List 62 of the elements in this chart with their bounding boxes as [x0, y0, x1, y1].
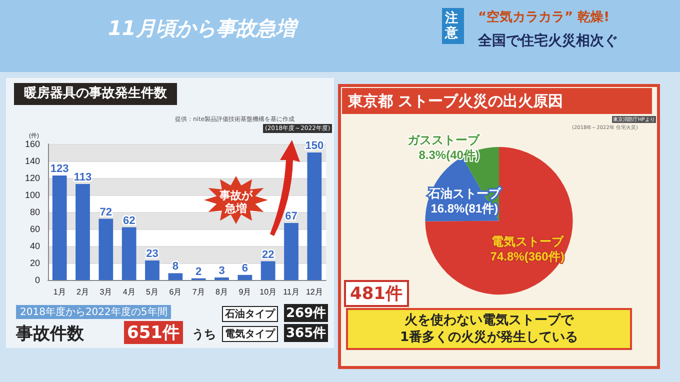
text: “空気カラカラ” 乾燥! [478, 8, 610, 26]
data-label: 22 [262, 248, 274, 261]
data-label: 23 [146, 248, 158, 260]
text: 365件 [284, 324, 328, 342]
bar [238, 274, 252, 280]
x-tick-label: 4月 [122, 288, 136, 296]
data-label: 8 [172, 260, 178, 273]
text: 事故件数 [16, 323, 84, 345]
bar [98, 218, 114, 280]
data-label: 150 [305, 140, 324, 152]
text: 2018年度から2022年度の5年間 [16, 305, 172, 319]
y-tick-label: 140 [24, 156, 40, 166]
x-tick-label: 9月 [238, 288, 252, 296]
data-label: 113 [74, 171, 92, 184]
text: 火を使わない電気ストーブで 1番多くの火災が発生している [346, 308, 632, 350]
data-label: 3 [218, 264, 225, 277]
x-tick-label: 6月 [169, 288, 182, 296]
data-label: 6 [242, 262, 248, 274]
x-tick-label: 8月 [216, 288, 228, 296]
bar [307, 152, 322, 280]
bar [145, 260, 160, 280]
chart-title: 暖房器具の事故発生件数 [14, 83, 177, 105]
bar [76, 184, 90, 280]
y-tick-label: 100 [24, 190, 40, 200]
text: 481件 [344, 280, 408, 307]
bar [284, 223, 298, 280]
bar [168, 273, 183, 280]
bar [214, 277, 229, 280]
y-tick-label: 60 [30, 224, 40, 234]
x-tick-label: 11月 [283, 288, 300, 296]
x-tick-label: 3月 [100, 288, 112, 296]
x-tick-label: 1月 [53, 288, 66, 296]
x-tick-label: 12月 [306, 288, 323, 296]
slice-label: 電気ストーブ [491, 234, 564, 248]
y-tick-label: 120 [24, 173, 40, 183]
y-tick-label: 160 [24, 139, 40, 149]
y-tick-label: 20 [30, 258, 40, 268]
bar [260, 261, 276, 280]
y-tick-label: 0 [34, 275, 40, 285]
text: 石油タイプ [222, 306, 278, 322]
bar [122, 227, 136, 280]
x-tick-label: 10月 [260, 288, 277, 296]
y-tick-label: 40 [30, 241, 40, 251]
text: 全国で住宅火災相次ぐ [478, 32, 618, 50]
text: 電気タイプ [222, 326, 278, 342]
chart-title: 東京都 ストーブ火災の出火原因 [342, 88, 652, 114]
x-tick-label: 2月 [76, 288, 89, 296]
data-label: 72 [100, 206, 112, 218]
text: 注意 [442, 8, 464, 44]
bar [52, 175, 67, 280]
text: 651件 [124, 321, 182, 344]
text: 269件 [284, 304, 328, 322]
data-label: 62 [122, 214, 136, 227]
data-label: 2 [196, 266, 202, 278]
x-tick-label: 5月 [146, 288, 158, 296]
y-tick-label: 80 [30, 207, 40, 217]
slice-label: ガスストーブ [407, 133, 480, 148]
data-label: 67 [285, 210, 298, 223]
annotation: 事故が急増 [218, 189, 254, 215]
data-label: 123 [50, 162, 69, 175]
x-tick-label: 7月 [192, 288, 205, 296]
text: うち [192, 326, 216, 343]
